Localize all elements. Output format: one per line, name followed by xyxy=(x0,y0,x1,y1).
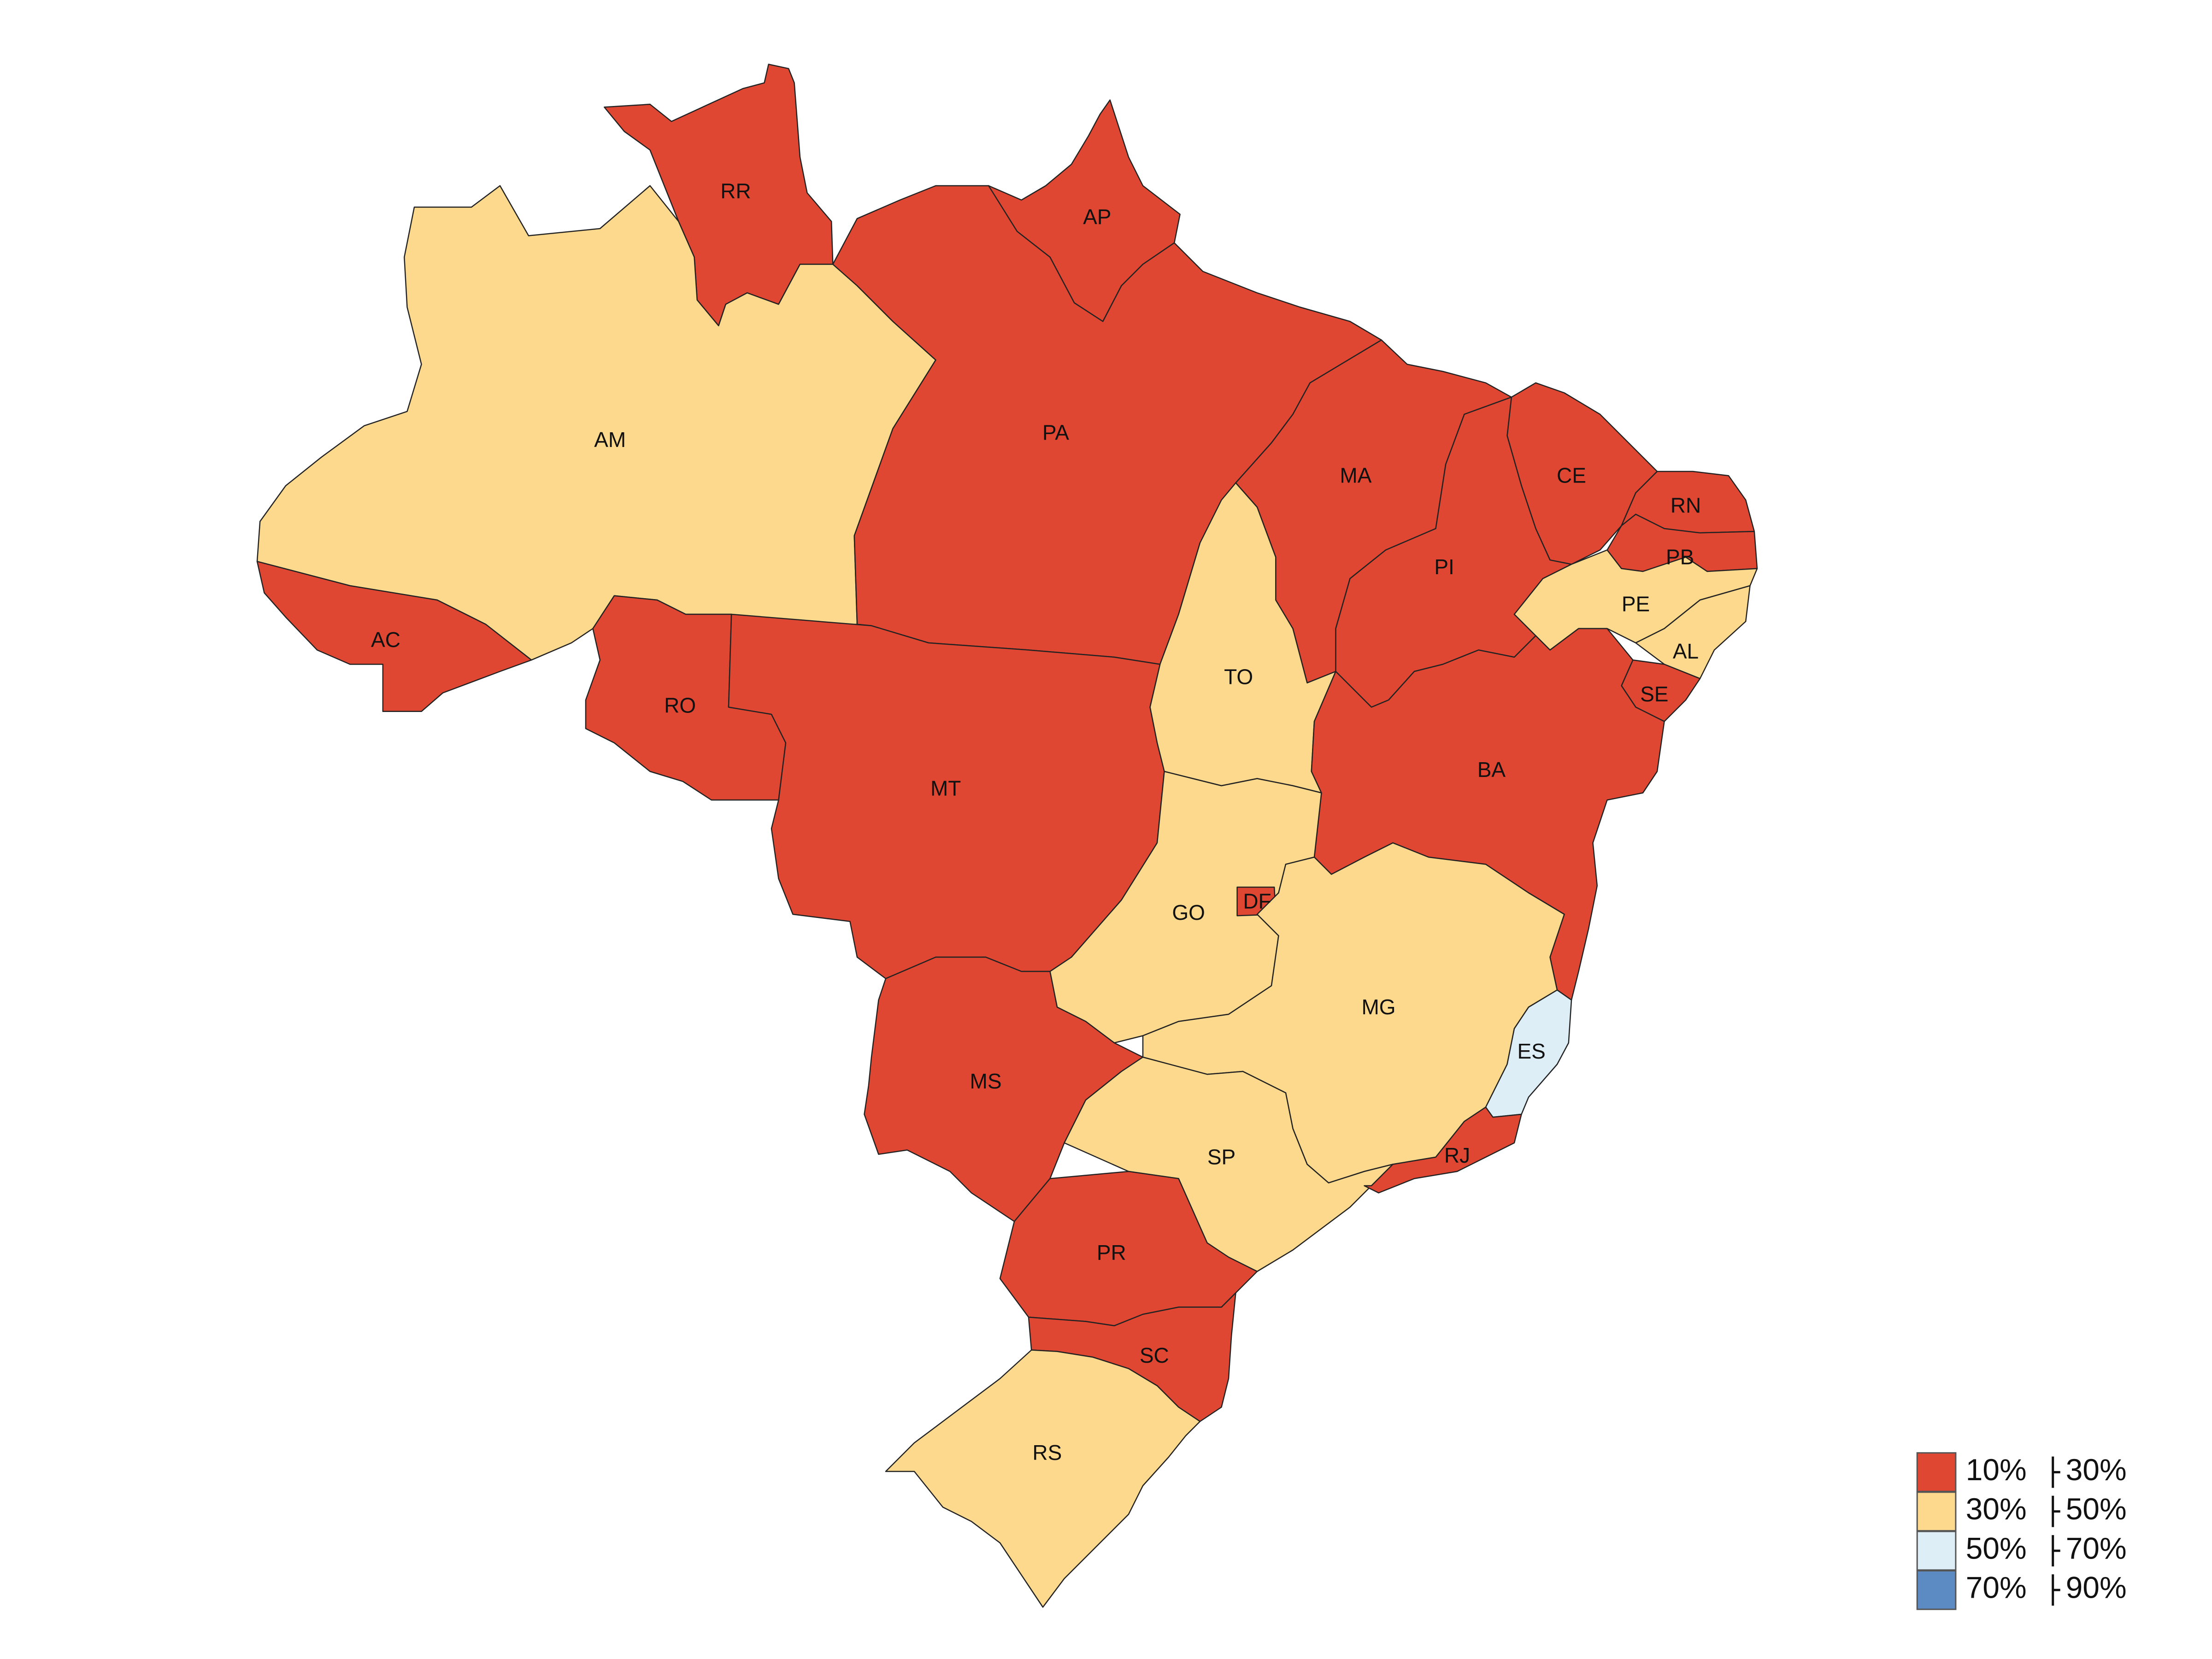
legend-range-from: 10% xyxy=(1966,1453,2027,1487)
state-label-mt: MT xyxy=(930,776,961,800)
state-label-rn: RN xyxy=(1671,494,1701,518)
legend-range-from: 50% xyxy=(1966,1531,2027,1565)
state-label-rs: RS xyxy=(1032,1441,1062,1465)
legend-range-to: 30% xyxy=(2066,1453,2127,1487)
state-label-ba: BA xyxy=(1477,758,1506,782)
legend-swatch xyxy=(1916,1452,1957,1492)
state-label-ac: AC xyxy=(371,628,400,652)
state-es xyxy=(1485,989,1572,1118)
state-label-go: GO xyxy=(1172,900,1205,924)
state-label-se: SE xyxy=(1640,682,1668,706)
state-label-sc: SC xyxy=(1140,1343,1169,1367)
state-label-pb: PB xyxy=(1666,545,1694,569)
legend-swatch xyxy=(1916,1530,1957,1571)
state-label-ap: AP xyxy=(1083,205,1111,229)
legend: 10% 30% 30% 50% 50% 70% 70% 90% xyxy=(1916,1452,2127,1610)
state-label-rj: RJ xyxy=(1444,1143,1470,1167)
state-ac xyxy=(256,561,532,712)
state-label-am: AM xyxy=(594,428,626,452)
legend-range-to: 50% xyxy=(2066,1492,2127,1526)
state-label-sp: SP xyxy=(1207,1145,1235,1169)
state-label-mg: MG xyxy=(1361,995,1395,1019)
legend-range-to: 90% xyxy=(2066,1571,2127,1605)
state-label-ro: RO xyxy=(664,694,696,718)
state-label-rr: RR xyxy=(720,179,751,203)
legend-swatch xyxy=(1916,1570,1957,1610)
state-rj xyxy=(1364,1106,1522,1194)
state-label-al: AL xyxy=(1673,639,1699,663)
legend-range-from: 70% xyxy=(1966,1571,2027,1605)
state-label-to: TO xyxy=(1224,665,1253,689)
state-label-pa: PA xyxy=(1042,421,1069,445)
state-sp xyxy=(1064,1056,1394,1272)
state-label-df: DF xyxy=(1243,889,1271,913)
state-ro xyxy=(585,595,787,801)
legend-range-from: 30% xyxy=(1966,1492,2027,1526)
state-rs xyxy=(885,1349,1201,1608)
legend-swatch xyxy=(1916,1491,1957,1532)
states-layer xyxy=(256,64,1758,1608)
state-label-es: ES xyxy=(1518,1039,1546,1063)
state-label-pe: PE xyxy=(1622,592,1650,616)
state-label-pr: PR xyxy=(1097,1241,1126,1265)
state-label-ce: CE xyxy=(1557,464,1586,488)
legend-range-to: 70% xyxy=(2066,1531,2127,1565)
state-label-ms: MS xyxy=(970,1069,1002,1093)
state-label-pi: PI xyxy=(1434,555,1454,579)
state-label-ma: MA xyxy=(1340,464,1371,488)
